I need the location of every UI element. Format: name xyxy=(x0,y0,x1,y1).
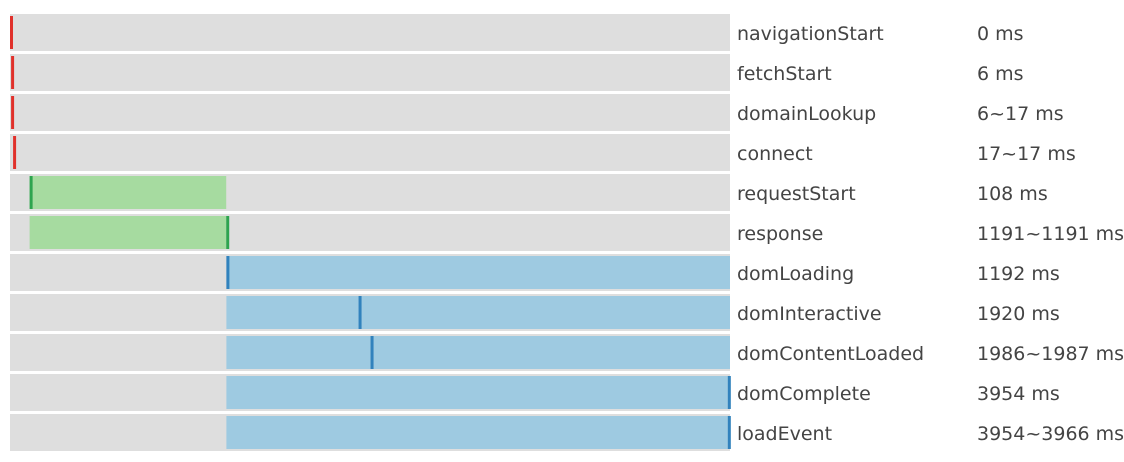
timeline-row-loadEvent: loadEvent 3954~3966 ms xyxy=(10,414,1124,451)
event-value: 6 ms xyxy=(977,63,1024,85)
event-marker xyxy=(10,16,13,49)
timeline-row-fetchStart: fetchStart 6 ms xyxy=(10,54,1024,91)
event-label: domContentLoaded xyxy=(737,343,924,365)
timeline-row-requestStart: requestStart 108 ms xyxy=(10,174,1048,211)
timeline-row-domInteractive: domInteractive 1920 ms xyxy=(10,294,1060,331)
event-value: 1192 ms xyxy=(977,263,1060,285)
timeline-row-domLoading: domLoading 1192 ms xyxy=(10,254,1060,291)
timeline-row-domainLookup: domainLookup 6~17 ms xyxy=(10,94,1064,131)
phase-span-bar xyxy=(29,216,227,249)
event-marker xyxy=(29,176,33,209)
event-label: navigationStart xyxy=(737,23,884,45)
timeline-row-domContentLoaded: domContentLoaded 1986~1987 ms xyxy=(10,334,1124,371)
event-value: 108 ms xyxy=(977,183,1048,205)
track-bar xyxy=(10,94,730,131)
event-label: domComplete xyxy=(737,383,871,405)
event-marker xyxy=(226,216,230,249)
event-marker xyxy=(226,256,230,289)
event-value: 1920 ms xyxy=(977,303,1060,325)
phase-span-bar xyxy=(226,336,730,369)
event-value: 3954~3966 ms xyxy=(977,423,1124,445)
timeline-row-response: response 1191~1191 ms xyxy=(10,214,1124,251)
event-value: 17~17 ms xyxy=(977,143,1076,165)
event-value: 1191~1191 ms xyxy=(977,223,1124,245)
event-value: 6~17 ms xyxy=(977,103,1064,125)
track-bar xyxy=(10,54,730,91)
event-label: domainLookup xyxy=(737,103,876,125)
event-label: fetchStart xyxy=(737,63,832,85)
event-marker xyxy=(727,376,731,409)
phase-span-bar xyxy=(29,176,227,209)
timeline-row-connect: connect 17~17 ms xyxy=(10,134,1076,171)
event-label: connect xyxy=(737,143,813,165)
event-marker xyxy=(11,96,15,129)
track-bar xyxy=(10,14,730,51)
event-marker xyxy=(370,336,374,369)
event-value: 1986~1987 ms xyxy=(977,343,1124,365)
event-value: 0 ms xyxy=(977,23,1024,45)
event-marker xyxy=(11,56,15,89)
timeline-row-navigationStart: navigationStart 0 ms xyxy=(10,14,1024,51)
timeline-row-domComplete: domComplete 3954 ms xyxy=(10,374,1060,411)
event-marker xyxy=(13,136,17,169)
timeline-rows: navigationStart 0 ms fetchStart 6 ms domainL… xyxy=(10,14,1124,451)
event-label: requestStart xyxy=(737,183,856,205)
event-value: 3954 ms xyxy=(977,383,1060,405)
event-label: domLoading xyxy=(737,263,854,285)
phase-span-bar xyxy=(226,416,730,449)
event-label: domInteractive xyxy=(737,303,882,325)
event-label: response xyxy=(737,223,823,245)
event-marker xyxy=(727,416,731,449)
event-marker xyxy=(358,296,362,329)
phase-span-bar xyxy=(226,296,730,329)
phase-span-bar xyxy=(226,376,730,409)
phase-span-bar xyxy=(226,256,730,289)
event-label: loadEvent xyxy=(737,423,832,445)
track-bar xyxy=(10,134,730,171)
